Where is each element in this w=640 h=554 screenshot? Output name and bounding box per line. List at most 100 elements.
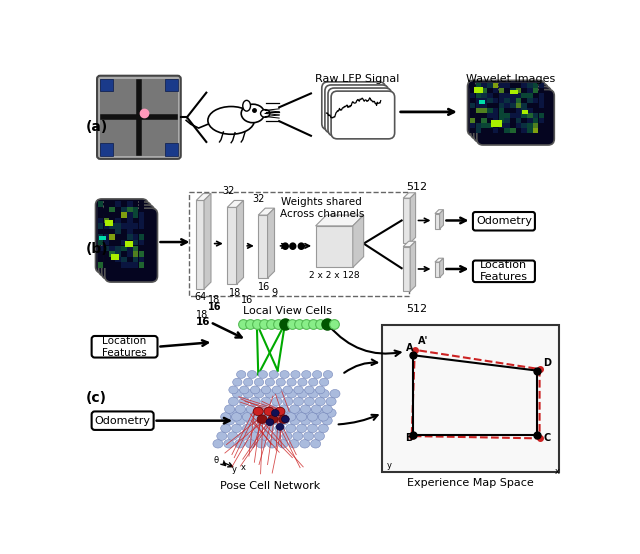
Ellipse shape [305, 397, 314, 406]
Bar [510, 83, 516, 88]
Bar [115, 218, 121, 223]
Bar [504, 102, 510, 107]
Bar [493, 112, 499, 117]
Ellipse shape [318, 424, 328, 433]
Bar [109, 257, 115, 262]
Bar [109, 212, 115, 218]
Bar [100, 143, 113, 156]
Ellipse shape [279, 417, 289, 425]
Bar [522, 88, 527, 93]
Text: Odometry: Odometry [476, 216, 532, 226]
Polygon shape [227, 201, 244, 207]
Bar [138, 245, 144, 251]
FancyBboxPatch shape [328, 88, 392, 136]
Ellipse shape [250, 409, 260, 417]
Polygon shape [237, 201, 244, 284]
Text: 16: 16 [208, 302, 221, 312]
Ellipse shape [232, 413, 241, 421]
Bar [510, 93, 516, 98]
Bar [499, 98, 504, 102]
Text: Odometry: Odometry [95, 416, 150, 425]
Text: x: x [554, 467, 559, 476]
Ellipse shape [239, 432, 248, 440]
Ellipse shape [294, 386, 303, 394]
Ellipse shape [289, 439, 299, 448]
Bar [99, 236, 106, 240]
Bar [98, 229, 104, 234]
Bar [499, 93, 504, 98]
Bar [527, 102, 532, 107]
Bar [109, 223, 115, 229]
Bar [516, 127, 522, 132]
Ellipse shape [279, 405, 289, 413]
Ellipse shape [267, 439, 277, 448]
Ellipse shape [301, 371, 311, 378]
Bar [504, 122, 510, 127]
Bar [522, 107, 527, 112]
Bar [522, 93, 527, 98]
Bar [115, 229, 121, 234]
Ellipse shape [282, 432, 292, 440]
Ellipse shape [294, 409, 303, 417]
Bar [516, 117, 522, 122]
Ellipse shape [264, 413, 274, 421]
Bar [476, 83, 481, 88]
Ellipse shape [298, 389, 307, 398]
Ellipse shape [300, 439, 310, 448]
Ellipse shape [316, 397, 325, 406]
Ellipse shape [279, 415, 289, 423]
Ellipse shape [256, 439, 266, 448]
Bar [127, 223, 132, 229]
Ellipse shape [233, 378, 242, 386]
Bar [476, 88, 481, 93]
Polygon shape [227, 207, 237, 284]
Bar [382, 325, 559, 471]
Bar [527, 107, 532, 112]
Bar [127, 257, 132, 262]
Bar [132, 240, 138, 245]
Bar [470, 127, 476, 132]
Bar [132, 207, 138, 212]
Bar [98, 218, 104, 223]
FancyBboxPatch shape [105, 208, 157, 282]
Ellipse shape [272, 397, 282, 406]
Bar [499, 102, 504, 107]
Bar [121, 245, 127, 251]
Bar [510, 102, 516, 107]
Ellipse shape [225, 405, 235, 413]
Bar [527, 88, 532, 93]
Ellipse shape [250, 386, 260, 394]
Bar [487, 107, 493, 112]
Ellipse shape [278, 439, 288, 448]
Text: 9: 9 [271, 288, 278, 298]
Text: 18: 18 [208, 295, 220, 305]
Ellipse shape [265, 389, 275, 398]
Bar [533, 112, 538, 117]
Bar [504, 93, 510, 98]
Bar [121, 207, 127, 212]
Bar [104, 229, 109, 234]
Ellipse shape [326, 397, 336, 406]
Text: Wavelet Images: Wavelet Images [465, 74, 555, 84]
Bar [98, 201, 104, 207]
Text: 32: 32 [252, 193, 264, 203]
Bar [510, 98, 516, 102]
Ellipse shape [261, 397, 271, 406]
Bar [127, 262, 132, 268]
Bar [98, 262, 104, 268]
Bar [522, 122, 527, 127]
Bar [132, 262, 138, 268]
Ellipse shape [314, 432, 324, 440]
Ellipse shape [244, 378, 253, 386]
Ellipse shape [235, 439, 244, 448]
Ellipse shape [301, 405, 310, 413]
Ellipse shape [232, 424, 241, 433]
Bar [104, 245, 109, 251]
Bar [115, 257, 121, 262]
Bar [127, 207, 132, 212]
Bar [487, 93, 493, 98]
Bar [516, 83, 522, 88]
Text: Weights shared
Across channels: Weights shared Across channels [280, 197, 364, 219]
Bar [504, 127, 510, 132]
Bar [522, 98, 527, 102]
